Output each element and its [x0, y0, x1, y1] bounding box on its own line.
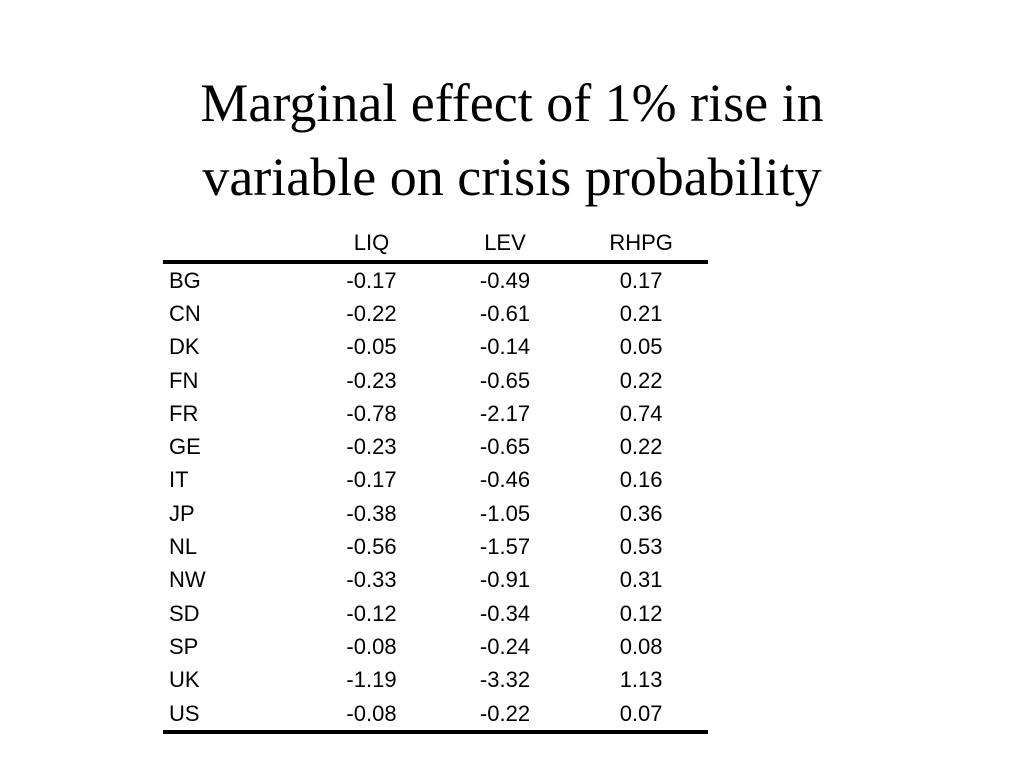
cell-country: NL	[169, 534, 198, 560]
cell-liq: -0.08	[346, 633, 397, 659]
cell-rhpg: 0.05	[619, 334, 663, 360]
cell-country: SP	[169, 633, 199, 659]
cell-country: BG	[169, 267, 201, 293]
header-country	[163, 226, 308, 264]
cell-liq: -0.08	[307, 696, 436, 735]
cell-liq: -0.17	[346, 467, 397, 493]
cell-rhpg: 0.21	[619, 300, 663, 326]
cell-rhpg: 0.74	[619, 400, 663, 426]
table-row: IT -0.17 -0.46 0.16	[163, 464, 708, 497]
cell-lev: -1.57	[479, 534, 531, 560]
table-row: FR -0.78 -2.17 0.74	[163, 397, 708, 430]
cell-country: SD	[169, 600, 200, 626]
cell-country: JP	[169, 500, 195, 526]
cell-rhpg: 0.16	[619, 467, 663, 493]
table-header-row: LIQ LEV RHPG	[163, 226, 708, 264]
table-row: US -0.08 -0.22 0.07	[163, 696, 708, 735]
cell-rhpg: 0.07	[574, 696, 708, 735]
cell-lev: -0.91	[479, 567, 531, 593]
table-body: BG -0.17 -0.49 0.17 CN -0.22 -0.61 0.21 DK -0.05 -…	[163, 262, 708, 735]
cell-liq: -0.22	[346, 300, 397, 326]
cell-lev: -0.14	[479, 334, 531, 360]
cell-rhpg: 0.53	[619, 534, 663, 560]
cell-liq: -0.78	[346, 400, 397, 426]
table-row: BG -0.17 -0.49 0.17	[163, 262, 708, 297]
cell-country: NW	[169, 567, 206, 593]
cell-lev: -3.32	[479, 667, 531, 693]
table-row: DK -0.05 -0.14 0.05	[163, 331, 708, 364]
cell-liq: -0.17	[346, 267, 397, 293]
cell-rhpg: 0.17	[619, 267, 663, 293]
cell-country: FN	[169, 367, 199, 393]
cell-rhpg: 0.22	[619, 434, 663, 460]
cell-rhpg: 0.22	[619, 367, 663, 393]
title-line-2: variable on crisis probability	[202, 147, 822, 207]
cell-rhpg: 0.36	[619, 500, 663, 526]
table-row: GE -0.23 -0.65 0.22	[163, 430, 708, 463]
cell-liq: -0.56	[346, 534, 397, 560]
cell-rhpg: 0.31	[619, 567, 663, 593]
cell-lev: -0.49	[479, 267, 531, 293]
cell-rhpg: 0.12	[619, 600, 663, 626]
cell-rhpg: 0.08	[619, 633, 663, 659]
cell-lev: -0.61	[479, 300, 531, 326]
table-row: SD -0.12 -0.34 0.12	[163, 597, 708, 630]
marginal-effects-table: LIQ LEV RHPG BG -0.17 -0.49 0.17 CN -0.22 -0.6…	[163, 226, 708, 735]
cell-country: FR	[169, 400, 199, 426]
header-rhpg: RHPG	[574, 226, 708, 264]
cell-country: UK	[169, 667, 200, 693]
title-line-1: Marginal effect of 1% rise in	[200, 73, 824, 133]
table-row: SP -0.08 -0.24 0.08	[163, 630, 708, 663]
cell-country: US	[163, 696, 308, 735]
cell-lev: -0.46	[479, 467, 531, 493]
table-row: JP -0.38 -1.05 0.36	[163, 497, 708, 530]
table-row: UK -1.19 -3.32 1.13	[163, 664, 708, 697]
cell-lev: -0.65	[479, 367, 531, 393]
cell-lev: -1.05	[479, 500, 531, 526]
cell-lev: -2.17	[479, 400, 531, 426]
cell-liq: -0.38	[346, 500, 397, 526]
cell-liq: -0.33	[346, 567, 397, 593]
cell-lev: -0.22	[435, 696, 575, 735]
table-row: FN -0.23 -0.65 0.22	[163, 364, 708, 397]
cell-liq: -0.12	[346, 600, 397, 626]
cell-country: CN	[169, 300, 201, 326]
table-row: NL -0.56 -1.57 0.53	[163, 530, 708, 563]
cell-lev: -0.34	[479, 600, 531, 626]
cell-liq: -0.23	[346, 434, 397, 460]
cell-country: GE	[169, 434, 201, 460]
cell-rhpg: 1.13	[619, 667, 663, 693]
cell-lev: -0.65	[479, 434, 531, 460]
header-liq: LIQ	[307, 226, 436, 264]
cell-liq: -0.05	[346, 334, 397, 360]
table-row: CN -0.22 -0.61 0.21	[163, 297, 708, 330]
cell-country: IT	[169, 467, 189, 493]
cell-liq: -0.23	[346, 367, 397, 393]
cell-country: DK	[169, 334, 200, 360]
cell-liq: -1.19	[346, 667, 397, 693]
header-lev: LEV	[435, 226, 575, 264]
cell-lev: -0.24	[479, 633, 531, 659]
slide-title: Marginal effect of 1% rise in variable o…	[0, 66, 1024, 214]
table-row: NW -0.33 -0.91 0.31	[163, 564, 708, 597]
